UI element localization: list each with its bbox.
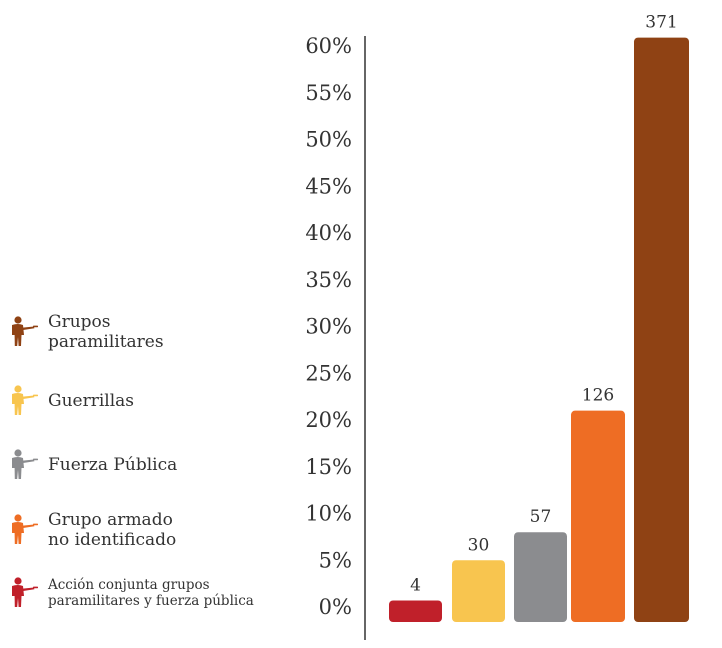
legend-label: Grupos paramilitares <box>48 312 164 352</box>
bar <box>571 410 625 622</box>
data-label: 57 <box>530 507 552 527</box>
legend-label: Guerrillas <box>48 391 135 411</box>
legend-label: Fuerza Pública <box>48 455 178 475</box>
y-tick-label: 35% <box>305 268 352 292</box>
data-label: 30 <box>468 535 490 555</box>
armed-person-icon <box>12 385 38 415</box>
legend-item-no-identificado: Grupo armado no identificado <box>6 510 176 550</box>
data-label: 4 <box>410 575 421 595</box>
legend-item-guerrillas: Guerrillas <box>6 384 134 418</box>
legend-item-paramilitares: Grupos paramilitares <box>6 312 164 352</box>
y-axis-ticks: 0% 5% 10% 15% 20% 25% 30% 35% 40% 45% 50% 55% 60% <box>305 34 352 619</box>
data-label: 371 <box>645 13 677 33</box>
armed-person-icon <box>12 449 38 479</box>
y-tick-label: 55% <box>305 81 352 105</box>
legend-label: Acción conjunta grupos paramilitares y f… <box>48 577 254 609</box>
y-tick-label: 45% <box>305 174 352 198</box>
y-tick-label: 10% <box>305 502 352 526</box>
y-tick-label: 15% <box>305 455 352 479</box>
data-labels: 4 30 57 126 371 <box>410 13 678 596</box>
bar <box>514 532 567 622</box>
y-tick-label: 20% <box>305 408 352 432</box>
legend-label: Grupo armado no identificado <box>48 510 177 550</box>
armed-person-icon <box>12 316 38 346</box>
y-tick-label: 40% <box>305 221 352 245</box>
y-tick-label: 30% <box>305 315 352 339</box>
armed-person-icon <box>12 577 38 607</box>
legend-item-accion-conjunta: Acción conjunta grupos paramilitares y f… <box>6 576 254 610</box>
y-tick-label: 5% <box>319 548 352 572</box>
data-label: 126 <box>582 386 614 406</box>
y-tick-label: 25% <box>305 361 352 385</box>
legend-item-fuerza-publica: Fuerza Pública <box>6 448 177 482</box>
bar <box>634 37 689 622</box>
bar <box>389 600 442 622</box>
y-tick-label: 0% <box>319 595 352 619</box>
y-tick-label: 50% <box>305 128 352 152</box>
y-tick-label: 60% <box>305 34 352 58</box>
armed-person-icon <box>12 514 38 544</box>
bar <box>452 560 505 622</box>
bars <box>389 37 689 622</box>
